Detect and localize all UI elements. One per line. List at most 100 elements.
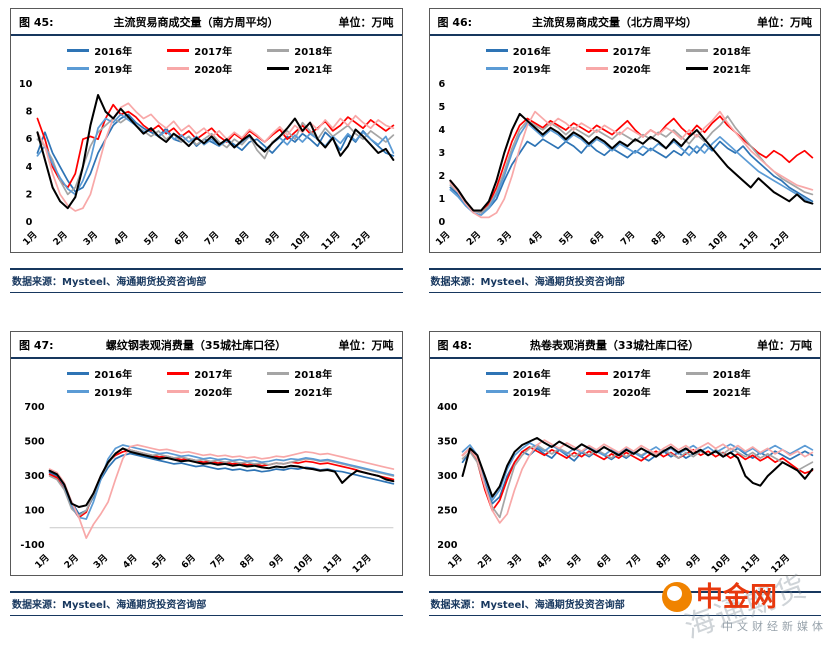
figure-label: 图 47: — [19, 339, 54, 352]
series-line-2016年 — [448, 138, 813, 214]
x-tick-label: 2月 — [62, 552, 81, 570]
x-tick-label: 1月 — [33, 552, 52, 570]
legend-label: 2018年 — [294, 370, 333, 381]
legend-swatch — [67, 67, 90, 70]
y-tick-label: 5 — [438, 102, 445, 113]
legend: 2016年 2017年 2018年 2019年 2020年 2021年 — [51, 359, 361, 399]
series-line-2019年 — [36, 113, 395, 196]
legend-swatch — [585, 49, 608, 52]
legend-swatch — [67, 390, 90, 393]
panel-title-47: 图 47: 螺纹钢表观消费量（35城社库口径） 单位：万吨 — [11, 332, 402, 359]
x-tick-label: 1月 — [21, 229, 40, 247]
x-tick-label: 1月 — [445, 552, 464, 570]
x-tick-label: 3月 — [505, 552, 524, 570]
legend-swatch — [167, 49, 190, 52]
series-line-2016年 — [48, 452, 395, 515]
series-line-2017年 — [36, 103, 395, 189]
data-source: 数据来源：Mysteel、海通期货投资咨询部 — [12, 600, 207, 611]
x-tick-label: 11月 — [737, 229, 760, 252]
charts-grid: 图 45: 主流贸易商成交量（南方周平均） 单位：万吨 2016年 2017年 20… — [10, 8, 821, 616]
x-tick-label: 6月 — [594, 552, 613, 570]
series-line-2019年 — [48, 444, 395, 520]
legend-swatch — [485, 372, 508, 375]
y-tick-label: 700 — [24, 402, 44, 413]
y-tick-label: 4 — [438, 125, 445, 136]
x-tick-label: 11月 — [739, 552, 762, 575]
divider — [428, 591, 821, 593]
x-tick-label: 3月 — [495, 229, 514, 247]
divider — [428, 292, 821, 293]
chart-title: 螺纹钢表观消费量（35城社库口径） — [105, 339, 287, 352]
legend-swatch — [67, 372, 90, 375]
legend-label: 2021年 — [294, 65, 333, 76]
legend-label: 2021年 — [712, 388, 751, 399]
legend-item-2021年: 2021年 — [267, 384, 345, 399]
watermark-tagline: 中文财经新媒体 — [722, 620, 827, 633]
series-line-2016年 — [461, 447, 813, 505]
y-tick-label: 3 — [438, 148, 445, 159]
legend-swatch — [585, 390, 608, 393]
series-line-2018年 — [461, 444, 813, 519]
line-chart: 0 2 4 6 8 10 1月 2月 3月 4月 5月 6月 7月 8月 9月 10月 11月 12月 — [19, 79, 395, 252]
data-source: 数据来源：Mysteel、海通期货投资咨询部 — [430, 277, 625, 288]
legend-swatch — [167, 67, 190, 70]
x-tick-label: 6月 — [587, 229, 606, 247]
x-tick-label: 2月 — [464, 229, 483, 247]
legend-label: 2017年 — [194, 47, 233, 58]
legend-item-2017年: 2017年 — [167, 43, 245, 58]
x-tick-label: 9月 — [267, 552, 286, 570]
chart-section-46: 图 46: 主流贸易商成交量（北方周平均） 单位：万吨 2016年 2017年 20… — [428, 8, 821, 293]
x-tick-label: 2月 — [51, 229, 70, 247]
divider — [428, 615, 821, 616]
chart-title: 热卷表观消费量（33城社库口径） — [529, 339, 700, 352]
legend-item-2020年: 2020年 — [585, 61, 664, 76]
legend-label: 2016年 — [94, 370, 133, 381]
legend-item-2016年: 2016年 — [67, 43, 145, 58]
legend-label: 2019年 — [512, 65, 551, 76]
chart-section-45: 图 45: 主流贸易商成交量（南方周平均） 单位：万吨 2016年 2017年 20… — [10, 8, 403, 293]
y-tick-label: 10 — [19, 79, 33, 90]
legend-item-2018年: 2018年 — [267, 43, 345, 58]
x-tick-label: 11月 — [319, 229, 342, 252]
legend-item-2017年: 2017年 — [585, 366, 664, 381]
legend-label: 2017年 — [612, 370, 651, 381]
legend-item-2020年: 2020年 — [585, 384, 664, 399]
x-tick-label: 2月 — [475, 552, 494, 570]
panel-box-47: 图 47: 螺纹钢表观消费量（35城社库口径） 单位：万吨 2016年 2017年… — [10, 331, 403, 576]
x-tick-label: 8月 — [238, 552, 257, 570]
legend-label: 2016年 — [512, 47, 551, 58]
legend-item-2018年: 2018年 — [267, 366, 345, 381]
legend-swatch — [685, 67, 708, 70]
x-tick-label: 12月 — [768, 229, 791, 252]
legend-label: 2020年 — [612, 65, 651, 76]
legend-item-2021年: 2021年 — [685, 384, 764, 399]
x-tick-label: 12月 — [768, 552, 791, 575]
x-tick-label: 9月 — [684, 552, 703, 570]
legend-swatch — [685, 49, 708, 52]
x-tick-label: 12月 — [350, 552, 373, 575]
divider — [10, 615, 403, 616]
x-tick-label: 5月 — [142, 229, 161, 247]
y-tick-label: 0 — [438, 217, 445, 228]
x-tick-label: 3月 — [81, 229, 100, 247]
panel-title-45: 图 45: 主流贸易商成交量（南方周平均） 单位：万吨 — [11, 9, 402, 36]
legend-label: 2016年 — [512, 370, 551, 381]
line-chart: -100 100 300 500 700 1月 2月 3月 4月 5月 6月 7月 8月 9月 10月 11月… — [20, 402, 395, 575]
y-tick-label: 500 — [24, 437, 44, 448]
x-tick-label: 10月 — [292, 552, 315, 575]
chart-title: 主流贸易商成交量（南方周平均） — [113, 16, 279, 29]
x-tick-label: 10月 — [289, 229, 312, 252]
legend-item-2020年: 2020年 — [167, 61, 245, 76]
panel-box-46: 图 46: 主流贸易商成交量（北方周平均） 单位：万吨 2016年 2017年 20… — [428, 8, 821, 253]
y-tick-label: 2 — [26, 189, 33, 200]
x-tick-label: 4月 — [535, 552, 554, 570]
x-tick-label: 7月 — [208, 552, 227, 570]
series-line-2019年 — [461, 442, 813, 502]
unit-label: 单位：万吨 — [338, 16, 394, 29]
legend: 2016年 2017年 2018年 2019年 2020年 2021年 — [470, 36, 780, 76]
legend-item-2021年: 2021年 — [685, 61, 764, 76]
x-tick-label: 10月 — [706, 229, 729, 252]
legend-label: 2017年 — [194, 370, 233, 381]
y-tick-label: 4 — [26, 162, 33, 173]
legend-swatch — [585, 67, 608, 70]
